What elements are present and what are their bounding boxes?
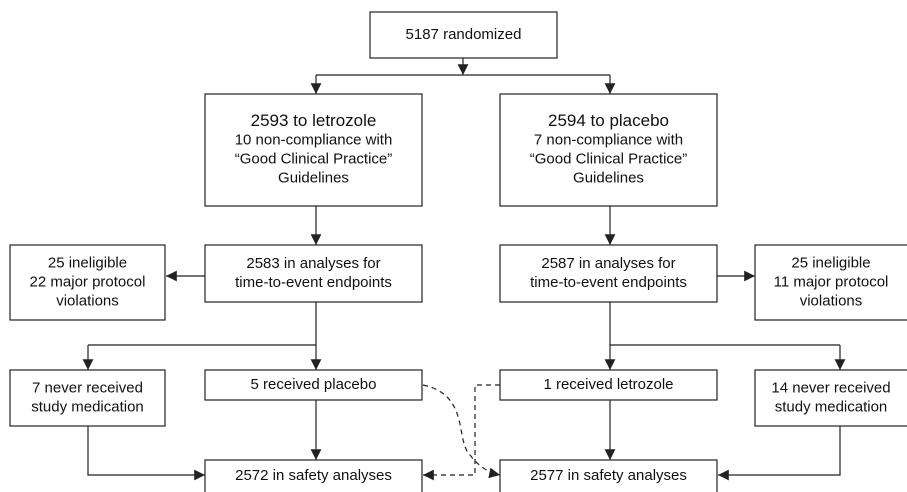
node-title: 25 ineligible bbox=[48, 254, 127, 271]
node-title: 2572 in safety analyses bbox=[235, 467, 392, 484]
node-box bbox=[204, 459, 423, 492]
connector bbox=[88, 302, 317, 346]
node-box bbox=[204, 93, 423, 207]
node-title: 5 received placebo bbox=[251, 376, 377, 393]
node-title: 2593 to letrozole bbox=[251, 111, 377, 130]
node-text: 11 major protocol bbox=[774, 273, 889, 290]
node-box bbox=[499, 369, 718, 401]
node-title: 7 never received bbox=[32, 379, 143, 396]
node-title: 25 ineligible bbox=[791, 254, 870, 271]
node-text: study medication bbox=[31, 398, 144, 415]
node-title: 2583 in analyses for bbox=[246, 255, 380, 272]
node-box bbox=[754, 244, 907, 321]
node-title: 14 never received bbox=[771, 379, 890, 396]
node-title: 5187 randomized bbox=[406, 26, 522, 43]
arrow bbox=[718, 426, 841, 481]
node-title: 2577 in safety analyses bbox=[530, 467, 687, 484]
node-box bbox=[499, 244, 718, 303]
node-text: “Good Clinical Practice” bbox=[235, 150, 393, 167]
node-text: study medication bbox=[775, 398, 888, 415]
node-text: violations bbox=[800, 292, 863, 309]
dashed-arrow bbox=[422, 384, 501, 479]
node-text: 22 major protocol bbox=[30, 273, 146, 290]
connectors bbox=[82, 58, 846, 481]
node-title: 2594 to placebo bbox=[548, 111, 669, 130]
node-text: 10 non-compliance with bbox=[235, 131, 393, 148]
node-box bbox=[9, 369, 166, 427]
dashed-arrow bbox=[423, 384, 500, 481]
node-box bbox=[754, 369, 907, 427]
node-box bbox=[499, 459, 718, 492]
node-box bbox=[204, 369, 423, 401]
connector bbox=[609, 302, 840, 346]
node-box bbox=[9, 244, 166, 321]
node-title: 1 received letrozole bbox=[543, 376, 673, 393]
node-text: violations bbox=[56, 292, 119, 309]
node-text: time-to-event endpoints bbox=[235, 274, 392, 291]
node-text: time-to-event endpoints bbox=[530, 274, 687, 291]
node-box bbox=[204, 244, 423, 303]
node-title: 2587 in analyses for bbox=[541, 255, 675, 272]
node-box bbox=[369, 11, 558, 59]
node-text: 7 non-compliance with bbox=[534, 131, 683, 148]
node-text: “Good Clinical Practice” bbox=[530, 150, 688, 167]
node-text: Guidelines bbox=[278, 169, 349, 186]
node-text: Guidelines bbox=[573, 169, 644, 186]
node-box bbox=[499, 93, 718, 207]
arrow bbox=[87, 426, 205, 481]
